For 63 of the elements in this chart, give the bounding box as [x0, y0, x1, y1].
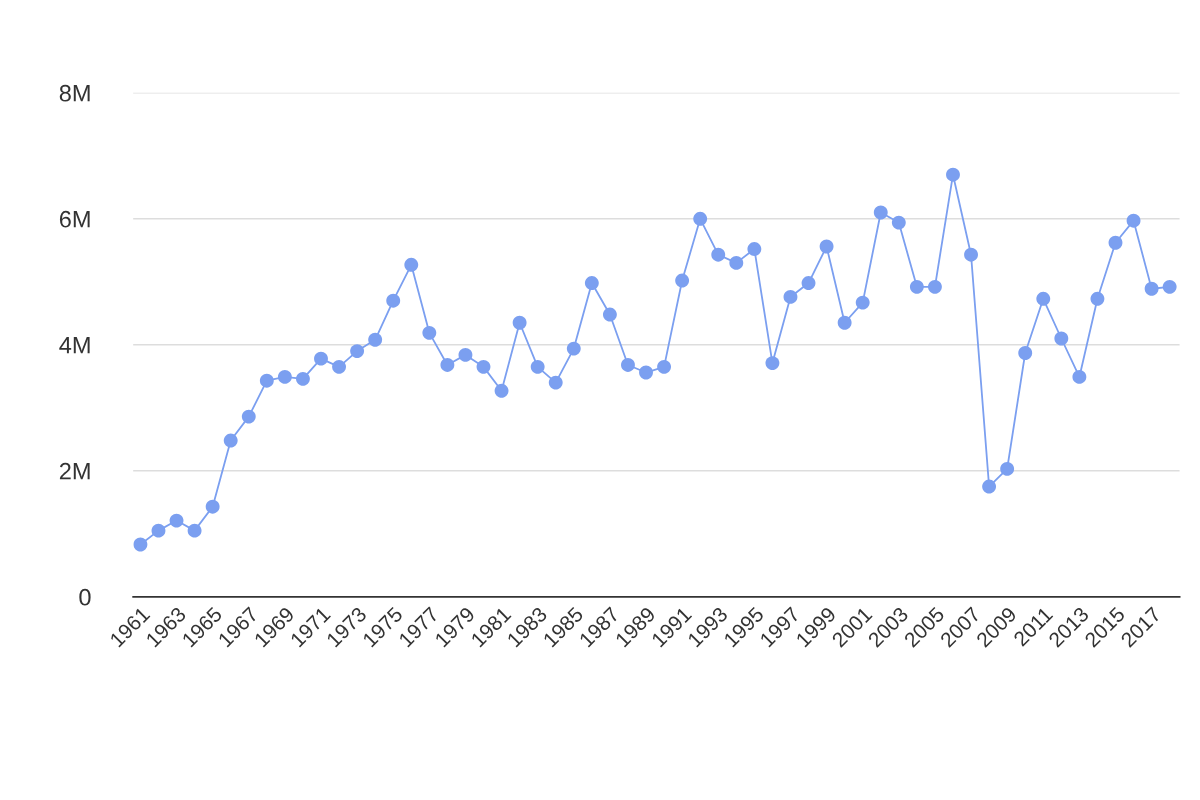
point [801, 276, 816, 290]
point [241, 409, 256, 424]
point [711, 247, 726, 262]
point [169, 513, 184, 528]
point [314, 351, 328, 366]
point [783, 289, 798, 304]
point [440, 358, 455, 372]
point [873, 205, 888, 220]
point [1000, 461, 1015, 476]
point [639, 365, 653, 380]
point [494, 383, 509, 398]
point [891, 215, 906, 230]
point [133, 537, 148, 552]
point [223, 433, 238, 448]
point [602, 307, 617, 322]
point [693, 211, 708, 226]
point [1108, 235, 1123, 250]
point [187, 523, 202, 538]
point [584, 276, 599, 290]
point [476, 359, 491, 374]
point [657, 359, 672, 374]
point [350, 344, 365, 359]
point [946, 167, 960, 182]
point [205, 499, 220, 514]
point [1072, 369, 1087, 384]
point [1090, 291, 1105, 306]
point [837, 315, 852, 330]
point [819, 239, 834, 254]
point [277, 369, 292, 384]
point [512, 315, 527, 330]
y-tick-label: 8M [59, 84, 90, 102]
point [747, 242, 762, 256]
y-tick-label: 4M [59, 337, 90, 354]
point [855, 295, 870, 310]
y-tick-label: 2M [59, 462, 90, 480]
point [548, 375, 563, 390]
point [765, 356, 780, 371]
point [1144, 281, 1159, 296]
point [151, 523, 166, 538]
y-tick-label: 6M [59, 210, 90, 228]
point [1018, 346, 1033, 360]
point [332, 359, 346, 374]
point [1054, 331, 1069, 346]
y-tick-label: 0 [79, 588, 91, 606]
point [386, 293, 401, 308]
point [368, 332, 383, 347]
point [1162, 279, 1177, 294]
point [458, 347, 473, 362]
point [621, 358, 635, 372]
point [927, 279, 942, 294]
point [404, 257, 419, 272]
point [295, 371, 310, 386]
point [909, 279, 924, 294]
point [566, 341, 581, 356]
point [1126, 213, 1141, 228]
point [422, 325, 437, 340]
point [964, 247, 978, 262]
point [259, 373, 274, 388]
point [675, 273, 690, 288]
point [729, 255, 744, 270]
point [982, 479, 997, 494]
point [530, 359, 545, 374]
point [1036, 291, 1051, 306]
